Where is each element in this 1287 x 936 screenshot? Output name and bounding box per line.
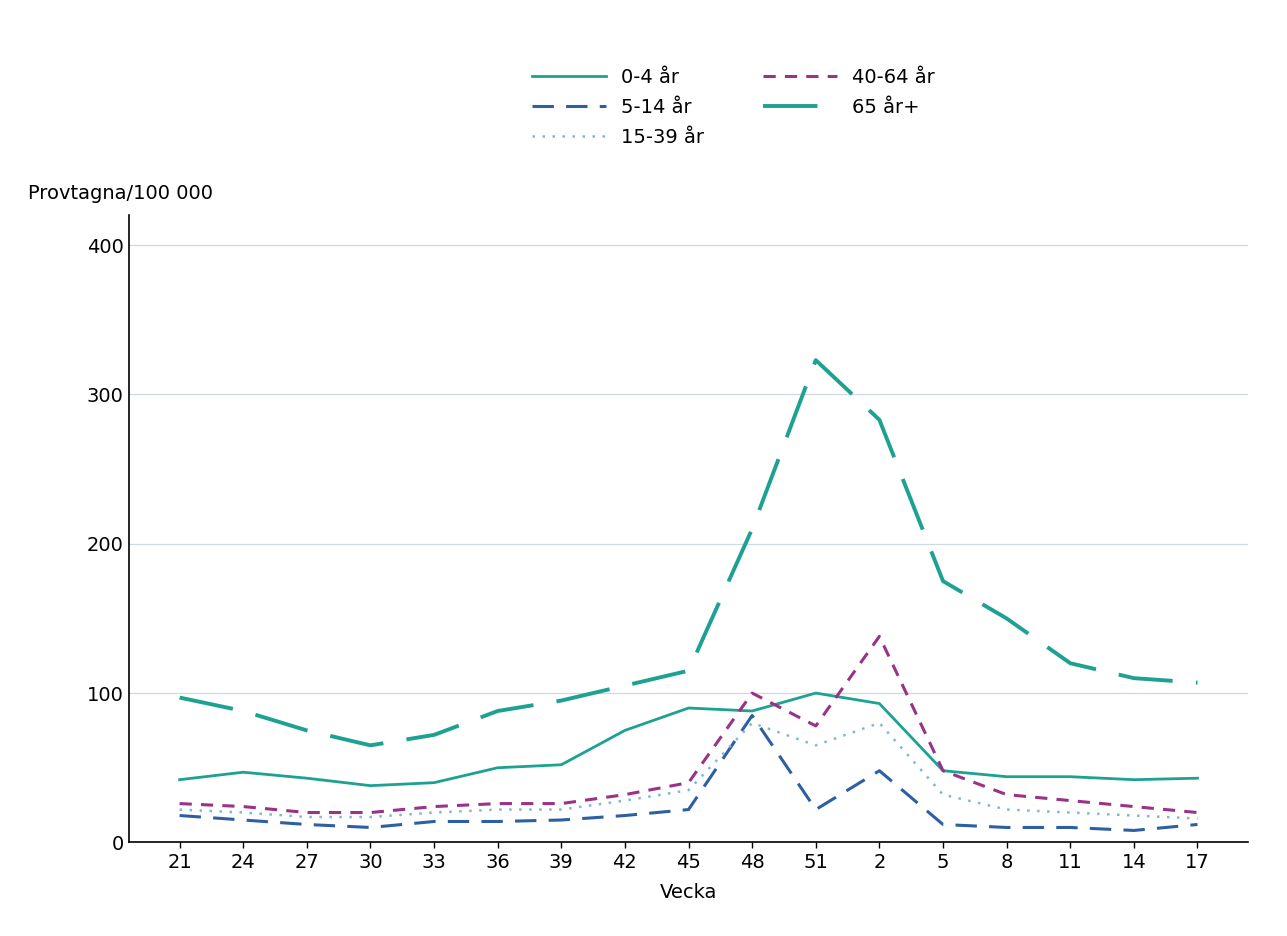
X-axis label: Vecka: Vecka xyxy=(660,883,717,902)
Text: Provtagna/100 000: Provtagna/100 000 xyxy=(28,183,212,203)
Legend: 0-4 år, 5-14 år, 15-39 år, 40-64 år, 65 år+: 0-4 år, 5-14 år, 15-39 år, 40-64 år, 65 … xyxy=(532,68,934,147)
